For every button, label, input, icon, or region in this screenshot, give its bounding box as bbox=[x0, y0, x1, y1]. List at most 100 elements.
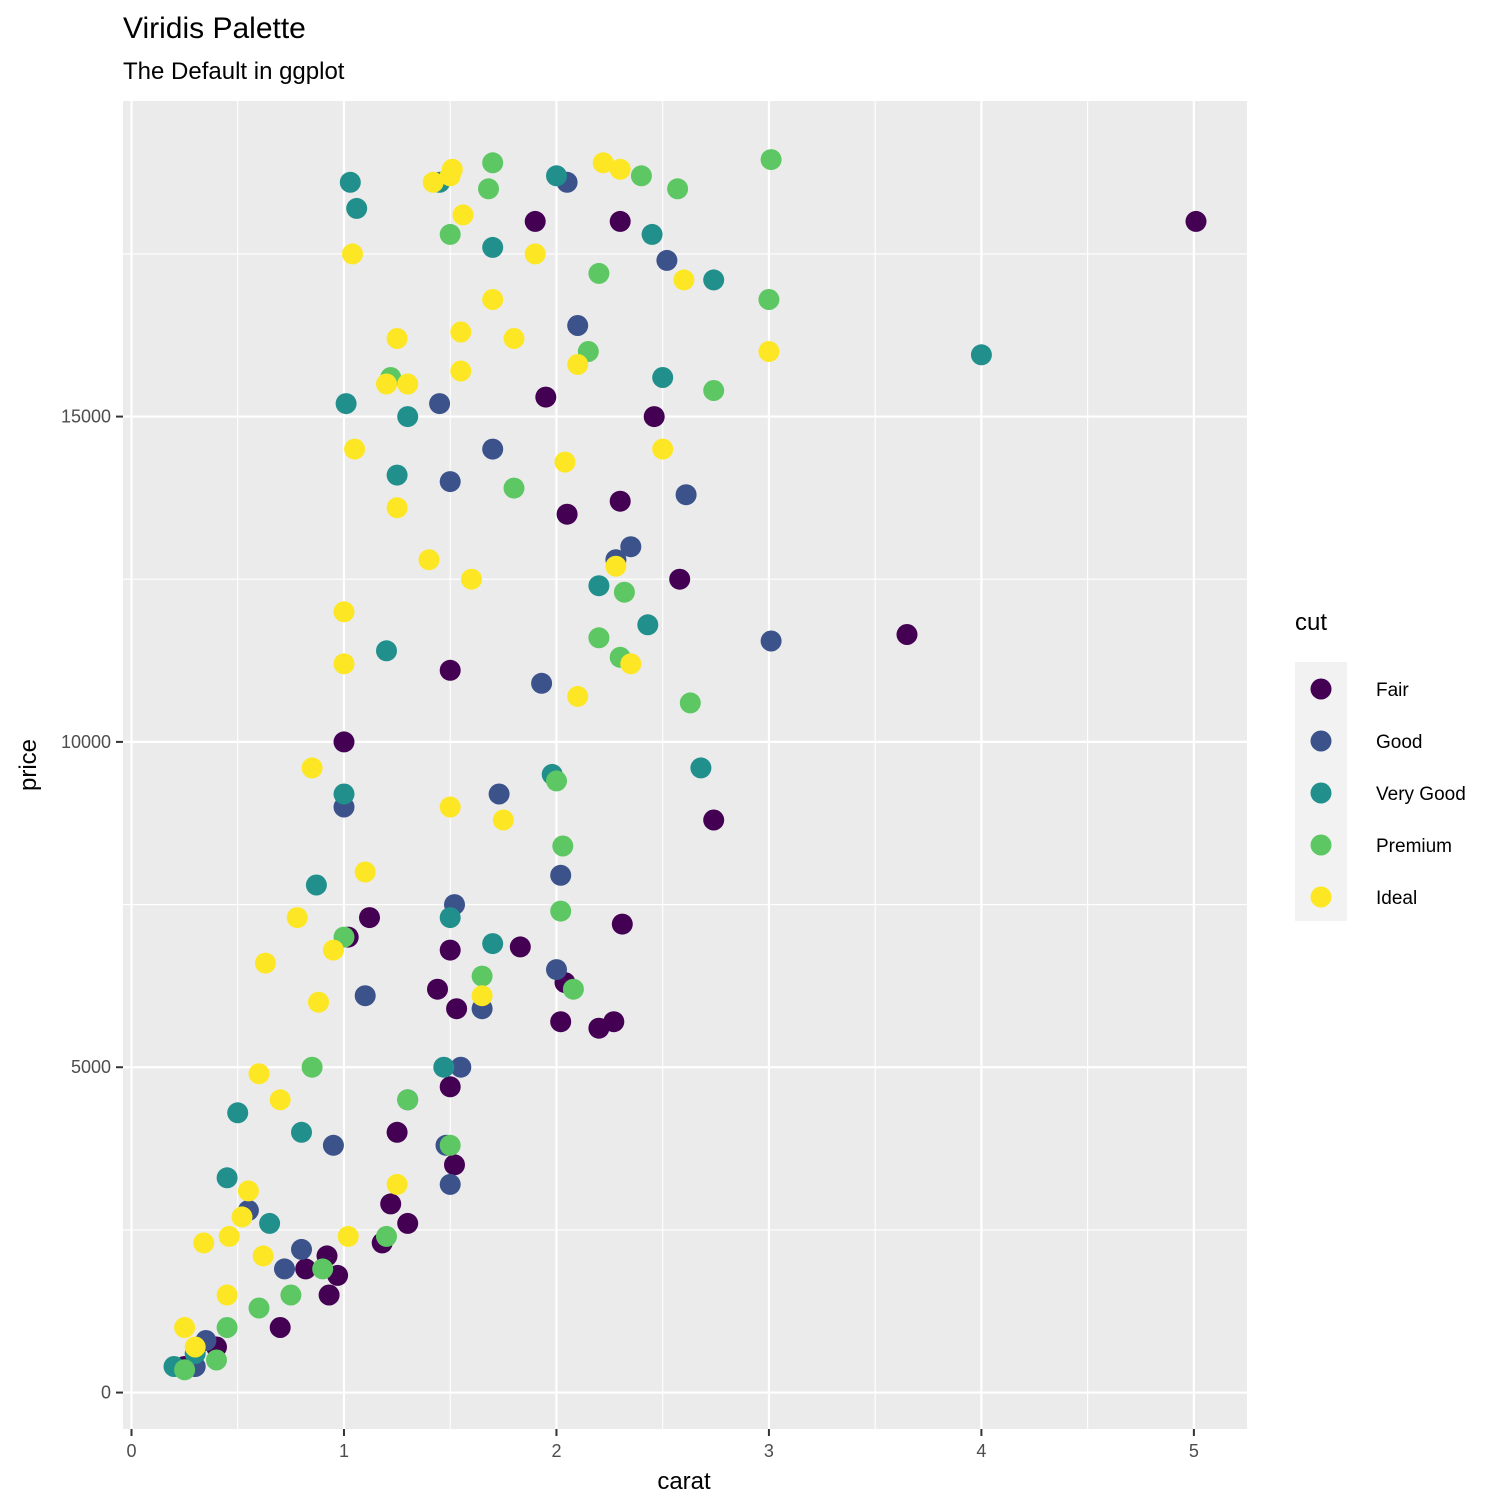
point-ideal bbox=[286, 907, 308, 929]
point-fair bbox=[609, 210, 631, 232]
point-ideal bbox=[237, 1180, 259, 1202]
point-fair bbox=[609, 490, 631, 512]
point-very-good bbox=[397, 406, 419, 428]
point-good bbox=[354, 985, 376, 1007]
legend-key-premium bbox=[1310, 834, 1332, 856]
point-ideal bbox=[376, 373, 397, 395]
x-tick-label: 3 bbox=[764, 1441, 774, 1461]
point-fair bbox=[444, 1154, 465, 1176]
point-ideal bbox=[450, 360, 472, 382]
point-ideal bbox=[333, 653, 355, 675]
point-ideal bbox=[605, 555, 627, 577]
point-ideal bbox=[386, 497, 408, 519]
point-premium bbox=[588, 627, 610, 649]
point-fair bbox=[439, 1076, 461, 1098]
point-very-good bbox=[346, 197, 368, 219]
point-ideal bbox=[252, 1245, 274, 1267]
point-good bbox=[291, 1238, 312, 1260]
point-very-good bbox=[588, 575, 610, 597]
point-very-good bbox=[433, 1056, 455, 1078]
point-good bbox=[656, 249, 678, 271]
x-tick-label: 2 bbox=[551, 1441, 561, 1461]
minor-gridlines bbox=[123, 101, 1247, 1429]
point-good bbox=[429, 393, 451, 415]
legend-label: Good bbox=[1376, 732, 1422, 753]
point-fair bbox=[318, 1284, 340, 1306]
point-premium bbox=[216, 1317, 238, 1338]
point-fair bbox=[359, 907, 380, 929]
legend-label: Very Good bbox=[1376, 784, 1466, 805]
point-ideal bbox=[652, 438, 674, 460]
point-ideal bbox=[592, 152, 614, 174]
point-very-good bbox=[482, 236, 504, 258]
point-fair bbox=[386, 1121, 408, 1143]
y-axis-title: price bbox=[15, 739, 42, 791]
point-ideal bbox=[397, 373, 419, 395]
point-premium bbox=[503, 477, 525, 499]
legend-key-good bbox=[1310, 730, 1332, 752]
point-fair bbox=[611, 913, 633, 935]
point-premium bbox=[478, 178, 499, 200]
point-ideal bbox=[422, 171, 444, 193]
x-axis-title: carat bbox=[657, 1468, 711, 1495]
chart-title: Viridis Palette bbox=[123, 12, 306, 45]
point-ideal bbox=[620, 653, 642, 675]
point-very-good bbox=[259, 1212, 281, 1234]
point-very-good bbox=[216, 1167, 238, 1189]
chart-subtitle: The Default in ggplot bbox=[123, 58, 345, 85]
point-good bbox=[760, 630, 782, 652]
point-very-good bbox=[546, 165, 567, 187]
point-premium bbox=[471, 965, 493, 987]
point-fair bbox=[669, 568, 691, 590]
point-premium bbox=[552, 835, 574, 857]
point-fair bbox=[896, 624, 918, 645]
legend: cut Fair Good Very Good Premium Ideal bbox=[1295, 609, 1466, 921]
point-ideal bbox=[554, 451, 576, 473]
point-very-good bbox=[305, 874, 327, 896]
point-ideal bbox=[254, 952, 276, 974]
point-premium bbox=[630, 165, 652, 187]
point-ideal bbox=[386, 328, 408, 349]
point-ideal bbox=[461, 568, 482, 590]
point-premium bbox=[280, 1284, 302, 1306]
point-fair bbox=[524, 210, 546, 232]
x-tick-label: 5 bbox=[1189, 1441, 1199, 1461]
point-fair bbox=[1185, 210, 1207, 232]
point-ideal bbox=[231, 1206, 253, 1228]
legend-title: cut bbox=[1295, 609, 1327, 636]
point-ideal bbox=[418, 549, 440, 571]
y-tick-label: 0 bbox=[101, 1383, 111, 1403]
point-fair bbox=[439, 939, 461, 961]
point-premium bbox=[550, 900, 572, 922]
data-points bbox=[163, 149, 1207, 1381]
point-premium bbox=[588, 262, 610, 284]
point-very-good bbox=[637, 614, 659, 636]
point-ideal bbox=[482, 289, 504, 310]
point-premium bbox=[679, 692, 701, 714]
legend-label: Fair bbox=[1376, 680, 1409, 701]
point-premium bbox=[397, 1089, 419, 1111]
point-fair bbox=[643, 406, 665, 428]
point-premium bbox=[376, 1225, 397, 1247]
point-very-good bbox=[291, 1121, 312, 1143]
legend-label: Premium bbox=[1376, 836, 1452, 857]
point-fair bbox=[439, 659, 461, 681]
point-very-good bbox=[227, 1102, 249, 1124]
y-tick-label: 15000 bbox=[61, 407, 111, 427]
point-ideal bbox=[609, 158, 631, 180]
point-fair bbox=[397, 1212, 419, 1234]
point-good bbox=[488, 783, 510, 805]
point-ideal bbox=[248, 1063, 270, 1085]
point-good bbox=[439, 471, 461, 493]
point-premium bbox=[206, 1349, 227, 1371]
point-ideal bbox=[344, 438, 366, 460]
point-premium bbox=[439, 1134, 461, 1156]
point-good bbox=[620, 536, 642, 558]
point-very-good bbox=[376, 640, 397, 662]
point-premium bbox=[174, 1359, 196, 1381]
point-premium bbox=[758, 289, 780, 310]
point-ideal bbox=[354, 861, 376, 883]
point-ideal bbox=[386, 1173, 408, 1195]
point-ideal bbox=[218, 1225, 240, 1247]
